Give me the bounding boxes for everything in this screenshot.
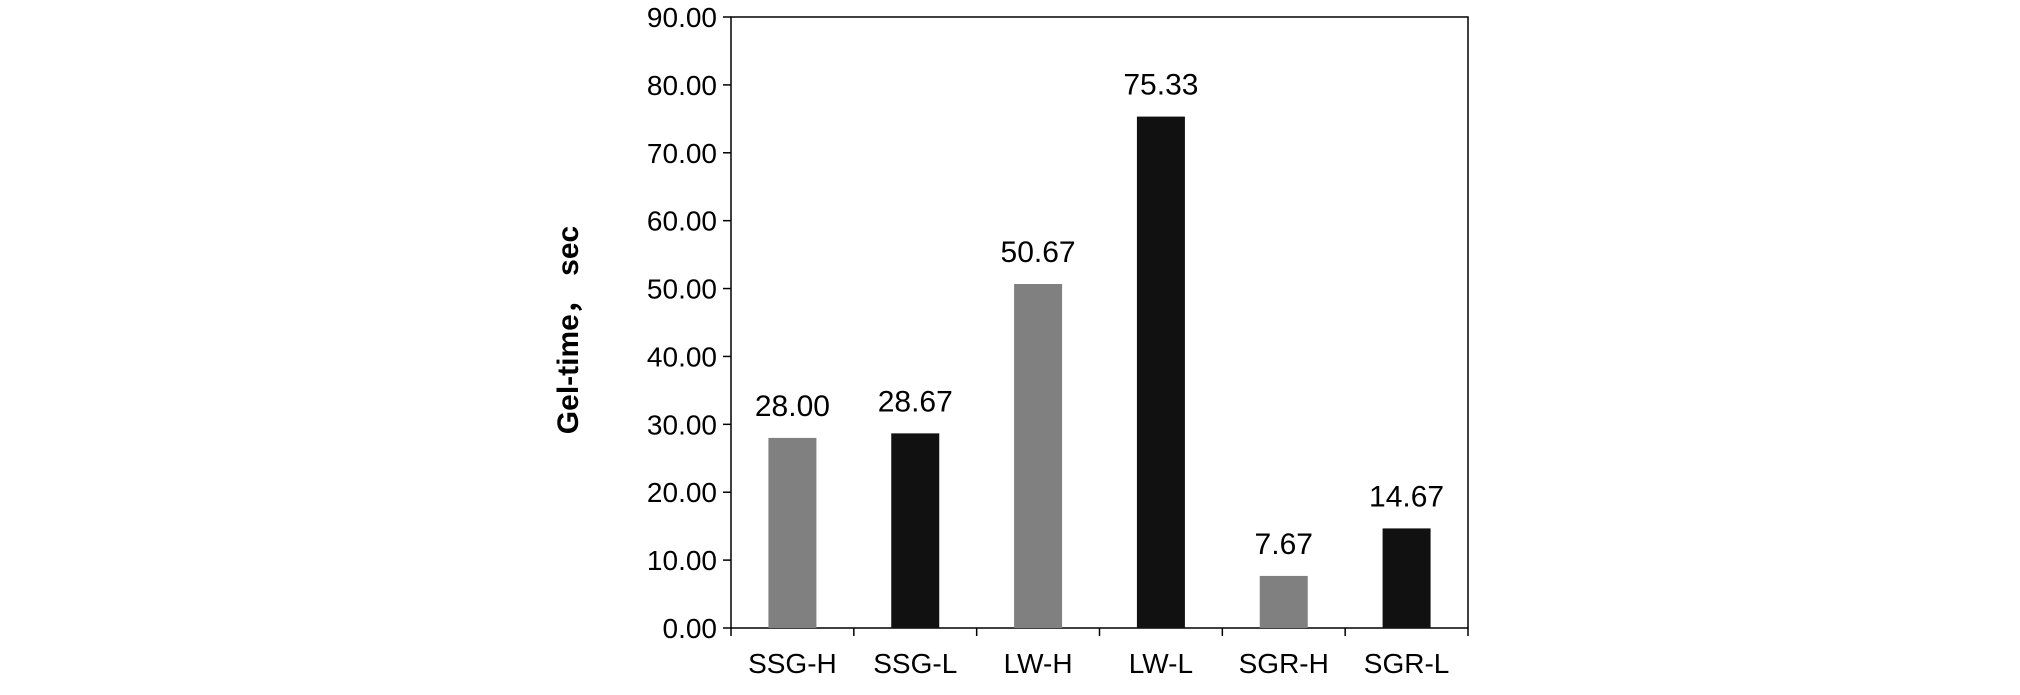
- bar: [1259, 575, 1308, 628]
- bar: [1382, 528, 1431, 628]
- y-tick-label: 90.00: [647, 2, 717, 33]
- category-label: LW-H: [1004, 648, 1073, 679]
- bar: [1136, 116, 1185, 628]
- category-labels: SSG-H SSG-L LW-H LW-L SGR-H SGR-L: [748, 648, 1449, 679]
- category-label: SGR-L: [1364, 648, 1450, 679]
- data-labels: 28.00 28.67 50.67 75.33 7.67 14.67: [755, 69, 1444, 561]
- data-label: 75.33: [1123, 69, 1198, 102]
- y-tick-label: 40.00: [647, 341, 717, 372]
- data-label: 50.67: [1001, 236, 1076, 269]
- y-tick-label: 0.00: [663, 613, 718, 644]
- bar: [768, 437, 817, 628]
- data-label: 28.00: [755, 390, 830, 423]
- data-label: 28.67: [878, 385, 953, 418]
- y-tick-label: 30.00: [647, 409, 717, 440]
- plot-border: [730, 16, 1469, 629]
- category-label: SGR-H: [1239, 648, 1329, 679]
- plot-frame: [730, 16, 1469, 629]
- y-tick-label: 10.00: [647, 545, 717, 576]
- y-axis-ticks: 0.00 10.00 20.00 30.00 40.00 50.00 60.00 70.00 8…: [647, 2, 731, 644]
- data-label: 7.67: [1255, 528, 1313, 561]
- bars: [768, 116, 1431, 628]
- y-tick-label: 60.00: [647, 206, 717, 237]
- bar: [891, 433, 940, 628]
- category-label: SSG-H: [748, 648, 837, 679]
- y-axis-title: Gel-time， sec: [552, 226, 585, 434]
- y-tick-label: 50.00: [647, 274, 717, 305]
- category-label: SSG-L: [873, 648, 957, 679]
- category-label: LW-L: [1129, 648, 1193, 679]
- y-tick-label: 20.00: [647, 477, 717, 508]
- y-tick-label: 70.00: [647, 138, 717, 169]
- x-axis-ticks: [730, 628, 1469, 636]
- data-label: 14.67: [1369, 480, 1444, 513]
- bar: [1014, 284, 1063, 628]
- y-tick-label: 80.00: [647, 70, 717, 101]
